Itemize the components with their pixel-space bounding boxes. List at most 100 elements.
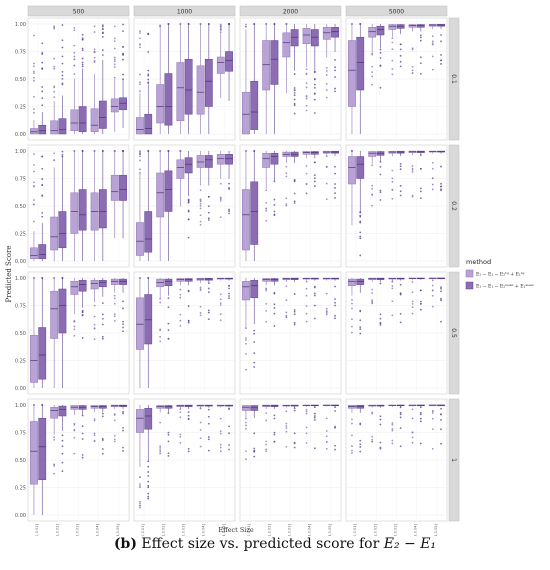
outlier-point [351,325,353,328]
outlier-point [359,446,362,448]
outlier-point [41,211,44,214]
outlier-point [293,192,296,195]
outlier-point [313,447,316,450]
outlier-point [371,435,374,438]
outlier-point [440,34,442,36]
outlier-point [53,85,56,88]
column-strip-label-1000: 1000 [177,9,192,16]
outlier-point [313,77,316,80]
outlier-point [41,215,44,218]
outlier-point [159,450,162,453]
outlier-point [228,208,230,211]
outlier-point [334,90,336,93]
box [58,118,67,135]
outlier-point [33,203,35,206]
outlier-point [41,155,44,158]
outlier-point [253,361,256,364]
box [156,84,165,124]
outlier-point [419,56,422,59]
box [38,244,47,260]
outlier-point [379,86,382,89]
outlier-point [411,167,414,170]
outlier-point [334,76,336,78]
outlier-point [245,353,247,355]
outlier-point [167,322,170,325]
outlier-point [431,161,434,164]
y-tick-label: 0.50 [15,77,26,83]
outlier-point [293,104,296,107]
outlier-point [273,180,276,183]
box [50,406,59,419]
outlier-point [101,150,104,152]
outlier-point [371,412,374,415]
column-strip-label-500: 500 [73,9,85,16]
box [144,113,153,135]
outlier-point [325,198,328,201]
outlier-point [73,58,76,61]
outlier-point [187,319,190,322]
outlier-point [53,57,56,60]
outlier-point [305,442,308,444]
box [356,156,365,179]
box [376,25,385,36]
outlier-point [179,296,182,299]
x-tick-label: (0.02,0.03] [288,523,292,536]
outlier-point [61,439,64,442]
outlier-point [207,408,210,411]
caption-text: Effect size vs. predicted score for [136,536,384,552]
outlier-point [359,254,362,257]
row-strip-label-0.1: 0.1 [450,74,457,84]
outlier-point [245,421,247,424]
outlier-point [199,189,202,192]
box [98,279,107,288]
x-axis-title: Effect Size [218,526,253,534]
outlier-point [167,337,170,340]
outlier-point [399,416,402,419]
outlier-point [371,187,374,190]
legend-swatch-1 [465,269,474,278]
outlier-point [199,305,202,308]
outlier-point [33,79,35,82]
outlier-point [147,471,150,473]
outlier-point [245,339,247,341]
box [38,327,47,380]
outlier-point [419,187,422,190]
outlier-point [207,219,210,221]
outlier-point [122,73,124,76]
outlier-point [139,159,141,162]
box [242,189,250,251]
outlier-point [199,437,202,440]
box [196,65,205,115]
outlier-point [93,25,96,28]
box [136,409,144,433]
x-tick-label: (0.02,0.03] [182,523,186,536]
outlier-point [93,61,96,64]
outlier-point [73,73,76,76]
outlier-point [207,291,210,294]
outlier-point [359,310,362,313]
outlier-point [285,23,288,25]
outlier-point [167,23,170,25]
box [119,174,127,201]
box [204,155,213,168]
outlier-point [93,315,96,318]
outlier-point [325,96,328,99]
outlier-point [391,68,394,70]
outlier-point [81,432,84,435]
outlier-point [305,97,308,100]
outlier-point [253,341,256,343]
y-tick-label: 0.25 [15,485,26,491]
outlier-point [293,313,296,316]
outlier-point [440,413,442,416]
outlier-point [273,210,276,213]
outlier-point [139,483,141,485]
outlier-point [41,86,44,88]
outlier-point [313,86,316,89]
outlier-point [359,328,362,330]
row-strip-0.2 [448,144,460,268]
outlier-point [325,182,328,185]
outlier-point [313,416,316,419]
outlier-point [167,412,170,415]
outlier-point [313,294,316,297]
outlier-point [93,419,96,422]
